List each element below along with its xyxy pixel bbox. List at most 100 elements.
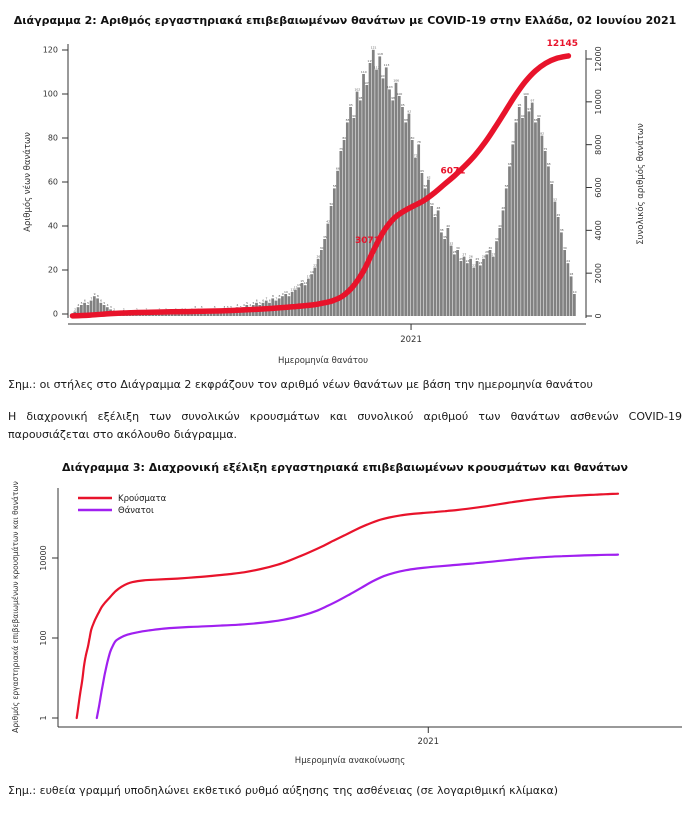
bar-value-label: 5 xyxy=(246,301,248,305)
x-axis-title: Ημερομηνία θανάτου xyxy=(278,356,368,366)
bar-value-label: 34 xyxy=(495,237,499,241)
death-bar xyxy=(96,298,99,316)
death-bar xyxy=(469,258,472,316)
death-bar xyxy=(446,228,450,316)
death-bar xyxy=(102,305,106,316)
chart3-title: Διάγραμμα 3: Διαχρονική εξέλιξη εργαστηρ… xyxy=(62,461,628,474)
bar-value-label: 68 xyxy=(547,162,551,166)
death-bar xyxy=(332,188,336,316)
bar-value-label: 82 xyxy=(540,131,544,135)
death-bar xyxy=(527,111,531,317)
death-bar xyxy=(540,135,544,316)
bar-value-label: 95 xyxy=(349,103,353,107)
bar-value-label: 65 xyxy=(420,169,424,173)
bar-value-label: 25 xyxy=(459,257,463,261)
death-bar xyxy=(417,144,421,316)
chart2-title: Διάγραμμα 2: Αριθμός εργαστηριακά επιβεβ… xyxy=(13,14,677,27)
bar-value-label: 35 xyxy=(323,235,327,239)
death-bar xyxy=(378,56,382,317)
bar-value-label: 26 xyxy=(469,255,473,259)
bar-value-label: 27 xyxy=(462,252,466,256)
bar-value-label: 95 xyxy=(401,103,405,107)
death-bar xyxy=(524,96,528,316)
y-axis-right-tick-label: 0 xyxy=(594,313,603,318)
bar-value-label: 108 xyxy=(380,74,386,78)
bar-value-label: 80 xyxy=(411,136,415,140)
death-bar xyxy=(436,210,440,316)
death-bar xyxy=(371,49,375,317)
death-bar xyxy=(339,151,343,316)
bar-value-label: 2 xyxy=(136,307,138,311)
bar-value-label: 5 xyxy=(87,301,89,305)
bar-value-label: 60 xyxy=(550,180,554,184)
bar-value-label: 18 xyxy=(569,272,573,276)
bar-value-label: 5 xyxy=(253,301,255,305)
bar-value-label: 90 xyxy=(352,114,356,118)
y-axis-right-tick-label: 10000 xyxy=(594,89,603,114)
bar-value-label: 100 xyxy=(523,92,529,96)
bar-value-label: 58 xyxy=(424,184,428,188)
y-axis-right-tick-label: 8000 xyxy=(594,134,603,154)
bar-value-label: 98 xyxy=(359,96,363,100)
bar-value-label: 7 xyxy=(275,296,277,300)
death-bar xyxy=(517,107,521,316)
legend-label: Κρούσματα xyxy=(118,493,167,504)
y-axis-tick-label: 100 xyxy=(39,630,48,645)
line-annotation: 6071 xyxy=(441,167,466,177)
death-bar xyxy=(397,96,401,316)
bar-value-label: 78 xyxy=(511,140,515,144)
bar-value-label: 3 xyxy=(201,305,203,309)
death-bar xyxy=(362,74,365,316)
death-bar xyxy=(219,311,223,316)
death-bar xyxy=(316,258,320,316)
bar-value-label: 10 xyxy=(284,290,288,294)
y-axis-right-tick-label: 12000 xyxy=(594,46,603,71)
bar-value-label: 45 xyxy=(556,213,560,217)
bar-value-label: 97 xyxy=(531,98,535,102)
bar-value-label: 19 xyxy=(310,270,314,274)
bar-value-label: 22 xyxy=(313,263,317,267)
death-bar xyxy=(504,188,508,316)
death-bar xyxy=(313,267,317,316)
death-bar xyxy=(495,241,498,316)
death-bar xyxy=(323,239,326,316)
death-bar xyxy=(462,256,466,316)
bar-value-label: 95 xyxy=(518,103,522,107)
legend: Κρούσματα Θάνατοι xyxy=(78,493,167,516)
death-bar xyxy=(92,296,96,316)
bar-value-label: 24 xyxy=(466,259,470,263)
line-annotation: 3071 xyxy=(355,236,380,246)
bar-value-label: 90 xyxy=(521,114,525,118)
death-bar xyxy=(414,157,417,316)
bar-value-label: 58 xyxy=(505,184,509,188)
bar-value-label: 105 xyxy=(364,81,370,85)
death-bar xyxy=(530,102,534,316)
death-bar xyxy=(216,311,219,316)
bar-value-label: 3 xyxy=(240,305,242,309)
bar-value-label: 62 xyxy=(427,175,431,179)
y-axis-right-tick-label: 4000 xyxy=(594,220,603,240)
bar-value-label: 26 xyxy=(316,255,320,259)
bar-value-label: 12 xyxy=(294,285,298,289)
death-bar xyxy=(443,239,446,316)
death-bar xyxy=(537,118,541,316)
death-bar xyxy=(177,313,181,316)
bar-value-label: 88 xyxy=(534,118,538,122)
death-bar xyxy=(430,206,434,316)
death-bar xyxy=(420,173,424,316)
bar-value-label: 24 xyxy=(566,259,570,263)
bar-value-label: 15 xyxy=(300,279,304,283)
y-axis-right-tick-label: 2000 xyxy=(594,263,603,283)
bar-value-label: 28 xyxy=(453,250,457,254)
bar-value-label: 23 xyxy=(479,261,483,265)
bar-value-label: 28 xyxy=(485,250,489,254)
death-bar xyxy=(388,89,391,317)
death-bar xyxy=(303,285,307,316)
bar-value-label: 7 xyxy=(266,296,268,300)
death-bar xyxy=(511,144,515,316)
death-bar xyxy=(521,118,524,316)
bar-value-label: 6 xyxy=(269,299,271,303)
bar-value-label: 121 xyxy=(371,46,377,50)
death-bar xyxy=(488,250,492,316)
